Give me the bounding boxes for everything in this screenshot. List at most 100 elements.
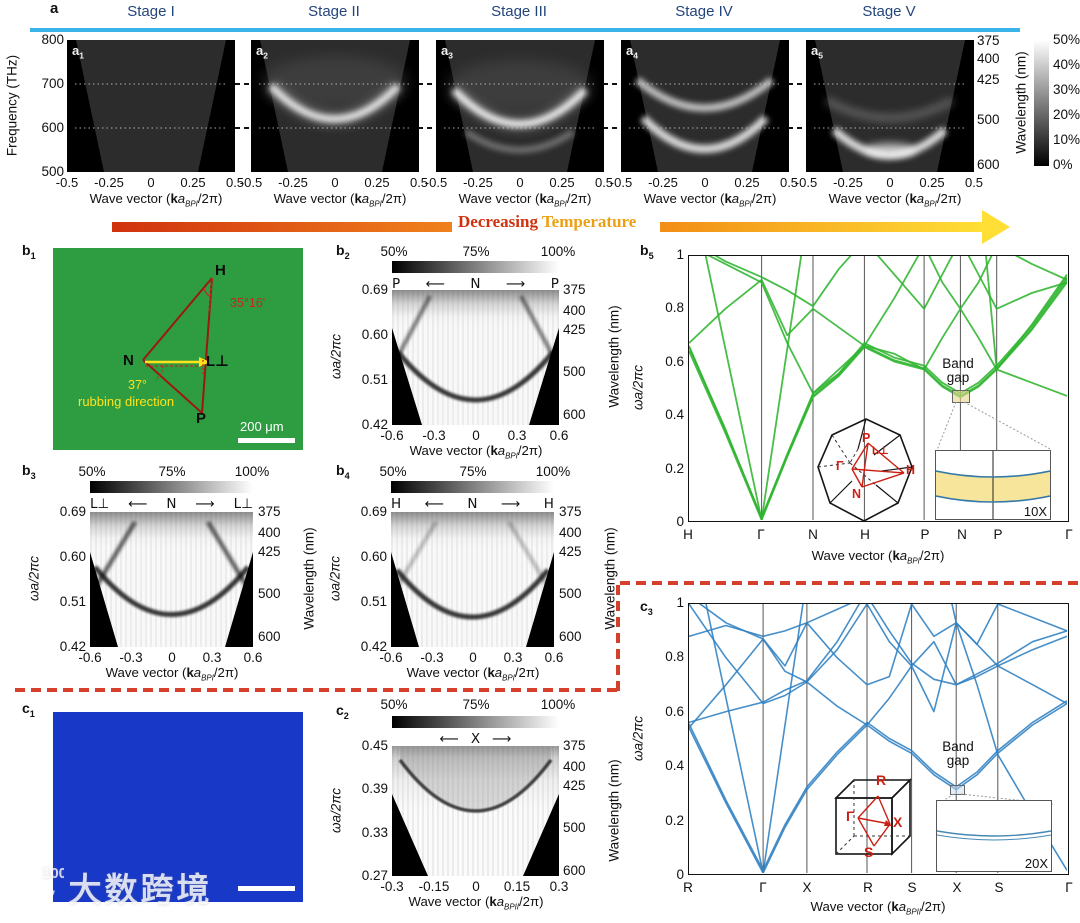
- frequency-axis-label: Frequency (THz): [4, 54, 20, 157]
- panel-b4-label: b4: [336, 462, 350, 481]
- freq-tick: 700: [41, 76, 64, 91]
- angle-37-label: 37°: [128, 378, 147, 392]
- x-axis-label: Wave vector (kaBPI/2π): [828, 191, 962, 209]
- k-point-label: X: [802, 880, 812, 895]
- wavelength-tick: 400: [258, 525, 281, 540]
- stage-3-header: Stage III: [491, 3, 547, 20]
- wavelength-tick: 425: [258, 544, 281, 559]
- watermark-text: 大数跨境: [68, 871, 213, 908]
- x-axis-label: Wave vector (kaBPI/2π): [458, 191, 592, 209]
- dispersion-heatmap-b2: [392, 290, 559, 425]
- x-tick: 0.5: [779, 175, 799, 190]
- x-tick: 0.3: [503, 650, 523, 665]
- panel-c3-label: c3: [640, 598, 653, 617]
- guide-dash: [788, 127, 806, 129]
- dispersion-heatmap-c2: [392, 746, 559, 876]
- y-tick: 0.33: [361, 825, 388, 840]
- wavelength-tick: 600: [563, 863, 586, 878]
- x-tick: 0.6: [243, 650, 263, 665]
- k-point-label: H: [860, 527, 870, 542]
- colorbar-tick: 75%: [158, 464, 186, 479]
- wavelength-tick: 425: [559, 544, 582, 559]
- bz-label-H: H: [906, 463, 916, 477]
- stage-1-header: Stage I: [127, 3, 175, 20]
- panel-b3-label: b3: [22, 462, 36, 481]
- spectrogram-stage-4: a4: [621, 40, 789, 172]
- vertex-H-label: H: [215, 262, 226, 279]
- colorbar-tick: 50%: [380, 697, 408, 712]
- temperature-arrowhead: [982, 210, 1010, 244]
- band-gap-annotation: Band gap: [942, 356, 974, 386]
- guide-dash: [235, 127, 251, 129]
- y-tick: 0.2: [665, 813, 684, 828]
- spectrogram-stage-3: a3: [436, 40, 604, 172]
- guide-dash: [235, 83, 251, 85]
- y-tick: 0.6: [665, 354, 684, 369]
- x-tick: 0: [147, 175, 155, 190]
- scale-bar: [238, 886, 295, 891]
- spectrogram-image: [629, 40, 781, 172]
- colorbar-tick: 10%: [1053, 132, 1080, 147]
- y-tick: 0: [676, 867, 684, 882]
- wavelength-tick: 375: [559, 504, 582, 519]
- y-tick: 0.60: [361, 327, 388, 342]
- x-tick: -0.5: [794, 175, 818, 190]
- zoom-factor-label: 20X: [1024, 856, 1048, 871]
- y-tick: 0.8: [665, 649, 684, 664]
- colorbar-tick: 50%: [1053, 32, 1080, 47]
- panel-b1-label: b1: [22, 242, 36, 261]
- svg-text:100: 100: [42, 865, 64, 882]
- wavelength-tick: 400: [559, 525, 582, 540]
- x-tick: 0.25: [364, 175, 390, 190]
- x-tick: 0.25: [180, 175, 206, 190]
- colorbar-tick: 30%: [1053, 82, 1080, 97]
- colorbar-tick: 100%: [540, 244, 576, 259]
- x-tick: 0: [472, 879, 480, 894]
- band-gap-marker: [950, 785, 965, 795]
- k-point-label: H: [683, 527, 693, 542]
- intensity-colorbar: [1034, 40, 1049, 166]
- k-point-label: S: [994, 880, 1004, 895]
- colorbar-tick: 50%: [379, 464, 407, 479]
- x-tick: 0: [701, 175, 709, 190]
- x-tick: 0.6: [549, 428, 569, 443]
- y-tick: 0.51: [360, 594, 387, 609]
- temperature-arrow-text: Decreasing Temperature: [458, 212, 637, 231]
- omega-axis-label: ωa/2πc: [630, 364, 646, 411]
- reflectance-colorbar: [90, 481, 253, 493]
- zoom-factor-label: 10X: [1023, 504, 1047, 519]
- x-axis-label: Wave vector (kaBPII/2π): [810, 899, 946, 917]
- omega-axis-label: ωa/2πc: [26, 555, 42, 602]
- y-tick: 1: [676, 595, 684, 610]
- k-point-label: P: [920, 527, 930, 542]
- band-gap-annotation: Band gap: [942, 739, 974, 769]
- micrograph-blue: [53, 712, 303, 902]
- omega-axis-label: ωa/2πc: [630, 715, 646, 762]
- cube-label-X: X: [893, 814, 903, 830]
- spectrogram-image: [814, 40, 966, 172]
- guide-dash: [603, 83, 621, 85]
- x-tick: 0.3: [202, 650, 222, 665]
- panel-c1-label: c1: [22, 700, 35, 719]
- wavelength-tick: 500: [563, 364, 586, 379]
- x-axis-label: Wave vector (kaBPI/2π): [643, 191, 777, 209]
- x-tick: -0.25: [463, 175, 493, 190]
- wavelength-tick: 600: [258, 629, 281, 644]
- stage-4-header: Stage IV: [675, 3, 733, 20]
- guide-dash: [418, 127, 436, 129]
- x-tick: 0.25: [549, 175, 575, 190]
- spectrogram-image: [259, 40, 411, 172]
- x-axis-label: Wave vector (kaBPI/2π): [811, 548, 945, 566]
- dispersion-heatmap-b4: [391, 512, 554, 647]
- x-tick: -0.3: [420, 650, 444, 665]
- omega-axis-label: ωa/2πc: [328, 333, 344, 380]
- x-tick: 0: [472, 428, 480, 443]
- guide-dash: [788, 83, 806, 85]
- panel-b2-label: b2: [336, 242, 350, 261]
- y-tick: 0.69: [361, 282, 388, 297]
- k-point-label: R: [683, 880, 693, 895]
- micrograph-green: H N L⊥ P 35°16' 37° rubbing direction 20…: [53, 248, 303, 450]
- section-divider: [620, 581, 1080, 585]
- x-axis-label: Wave vector (kaBPI/2π): [105, 665, 239, 683]
